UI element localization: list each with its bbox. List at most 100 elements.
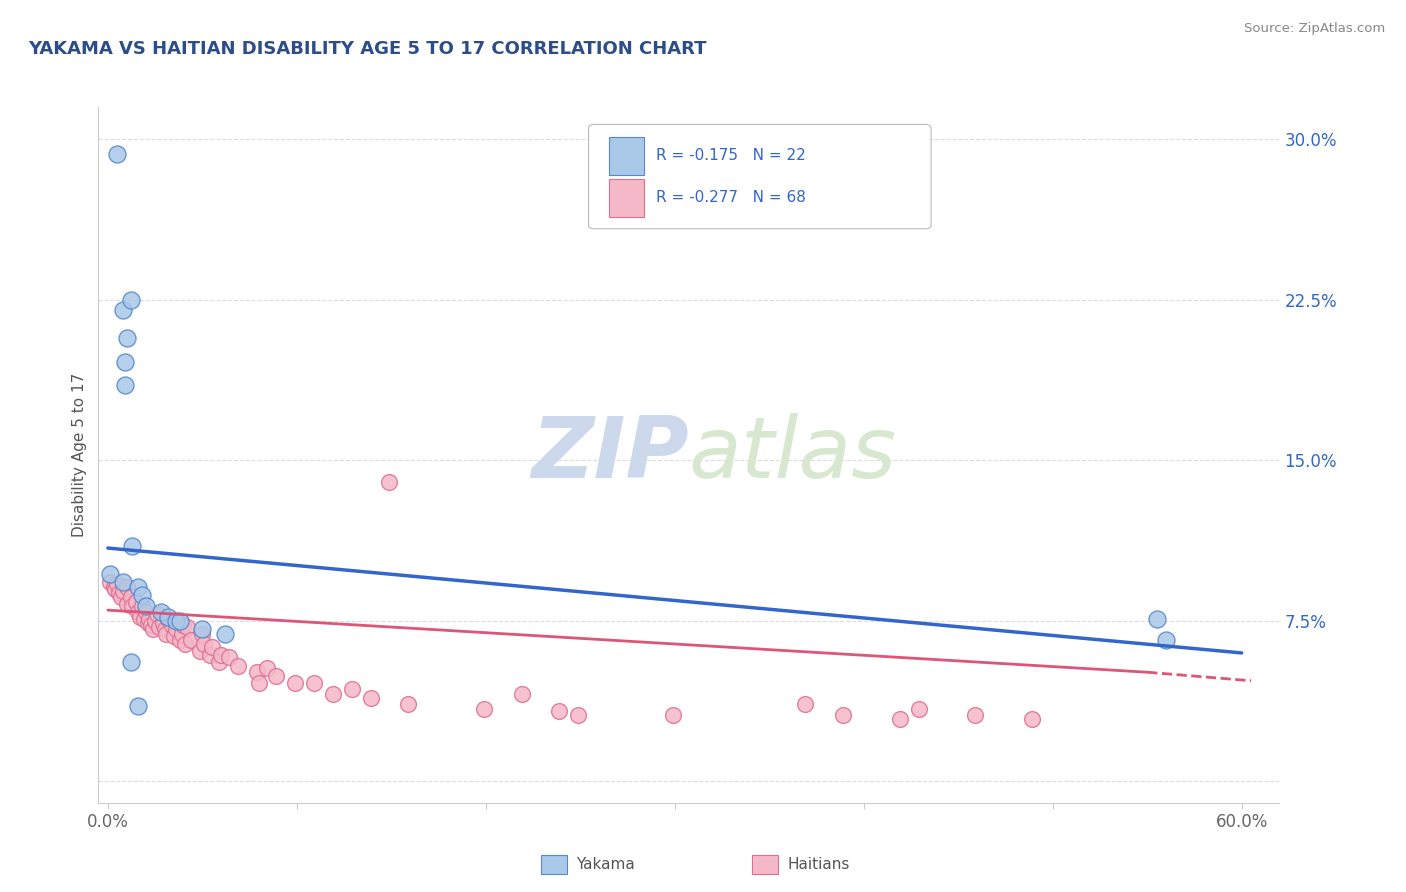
Point	[125, 594, 148, 608]
Point	[120, 655, 142, 669]
Point	[1154, 633, 1177, 648]
Point	[889, 712, 911, 726]
Point	[131, 588, 153, 602]
Point	[193, 637, 215, 651]
Point	[172, 618, 194, 632]
Text: Yakama: Yakama	[576, 857, 636, 871]
Point	[148, 620, 170, 634]
Point	[135, 605, 157, 619]
Point	[98, 575, 121, 590]
Point	[246, 665, 269, 680]
Point	[340, 682, 363, 697]
Point	[143, 614, 166, 628]
Point	[163, 629, 186, 643]
Bar	[609, 178, 644, 217]
Point	[165, 614, 187, 628]
Point	[548, 704, 571, 718]
Point	[170, 626, 193, 640]
FancyBboxPatch shape	[589, 124, 931, 229]
Point	[149, 605, 172, 619]
Point	[157, 612, 180, 626]
Point	[510, 687, 533, 701]
Point	[567, 708, 589, 723]
Text: ZIP: ZIP	[531, 413, 689, 497]
Point	[136, 615, 159, 630]
Point	[105, 577, 128, 591]
Point	[180, 633, 202, 648]
Point	[360, 690, 382, 705]
Point	[214, 626, 236, 640]
Point	[169, 633, 191, 648]
Point	[378, 475, 401, 489]
Point	[111, 583, 134, 598]
Point	[198, 648, 221, 662]
Point	[191, 623, 214, 637]
Point	[135, 599, 157, 613]
Text: YAKAMA VS HAITIAN DISABILITY AGE 5 TO 17 CORRELATION CHART: YAKAMA VS HAITIAN DISABILITY AGE 5 TO 17…	[28, 40, 707, 58]
Point	[1021, 712, 1043, 726]
Point	[127, 580, 149, 594]
Point	[662, 708, 685, 723]
Point	[115, 597, 138, 611]
Point	[105, 147, 128, 161]
Point	[907, 701, 929, 715]
Point	[160, 618, 183, 632]
Point	[209, 648, 232, 662]
Point	[104, 582, 127, 596]
Point	[114, 378, 136, 392]
Point	[794, 698, 817, 712]
Point	[114, 355, 136, 369]
Point	[121, 539, 143, 553]
Point	[201, 640, 224, 654]
Point	[115, 331, 138, 345]
Point	[131, 599, 153, 613]
Point	[396, 698, 419, 712]
Point	[832, 708, 855, 723]
Point	[103, 580, 125, 594]
Point	[108, 586, 131, 600]
Point	[120, 293, 142, 307]
Point	[153, 623, 176, 637]
Point	[302, 676, 325, 690]
Point	[284, 676, 307, 690]
Point	[247, 676, 270, 690]
Point	[142, 623, 165, 637]
Point	[256, 661, 278, 675]
Text: R = -0.175   N = 22: R = -0.175 N = 22	[655, 148, 806, 163]
Point	[155, 626, 177, 640]
Point	[127, 699, 149, 714]
Point	[165, 623, 187, 637]
Point	[965, 708, 987, 723]
Y-axis label: Disability Age 5 to 17: Disability Age 5 to 17	[72, 373, 87, 537]
Point	[127, 605, 149, 619]
Point	[264, 669, 287, 683]
Point	[152, 615, 174, 630]
Text: R = -0.277   N = 68: R = -0.277 N = 68	[655, 190, 806, 205]
Text: atlas: atlas	[689, 413, 897, 497]
Point	[157, 609, 180, 624]
Point	[132, 612, 155, 626]
Point	[98, 566, 121, 581]
Point	[169, 614, 191, 628]
Point	[174, 637, 197, 651]
Point	[121, 599, 143, 613]
Point	[120, 591, 142, 605]
Point	[110, 591, 132, 605]
Point	[218, 650, 240, 665]
Point	[191, 626, 214, 640]
Point	[176, 620, 198, 634]
Text: Haitians: Haitians	[787, 857, 849, 871]
Point	[138, 612, 160, 626]
Point	[322, 687, 344, 701]
Point	[226, 658, 249, 673]
Text: Source: ZipAtlas.com: Source: ZipAtlas.com	[1244, 22, 1385, 36]
Point	[472, 701, 495, 715]
Point	[141, 618, 163, 632]
Point	[1146, 612, 1168, 626]
Point	[146, 607, 169, 622]
Point	[111, 575, 134, 590]
Point	[129, 609, 152, 624]
Point	[111, 303, 134, 318]
Point	[208, 655, 231, 669]
Bar	[609, 137, 644, 175]
